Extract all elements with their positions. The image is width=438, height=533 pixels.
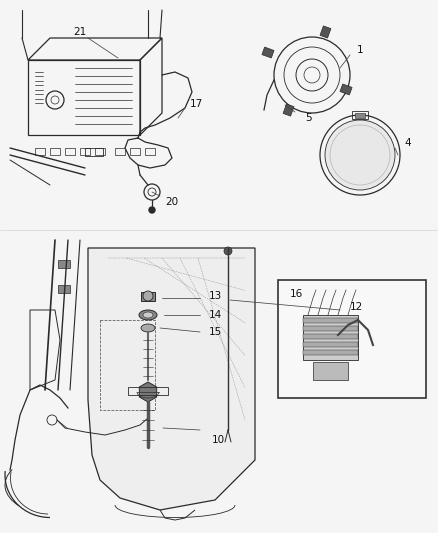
Text: 5: 5 <box>305 113 311 123</box>
Bar <box>303 326 358 331</box>
Bar <box>58 285 70 293</box>
Bar <box>278 280 426 398</box>
Bar <box>95 148 105 155</box>
Text: 20: 20 <box>166 197 179 207</box>
Bar <box>145 148 155 155</box>
Text: 14: 14 <box>208 310 222 320</box>
Bar <box>303 315 358 360</box>
Bar <box>313 362 348 380</box>
Bar <box>65 148 75 155</box>
Bar <box>340 84 352 95</box>
Bar <box>35 148 45 155</box>
Text: 10: 10 <box>212 435 225 445</box>
Bar <box>130 148 140 155</box>
Text: 12: 12 <box>350 302 363 312</box>
Text: 21: 21 <box>74 27 87 37</box>
Circle shape <box>325 120 395 190</box>
Ellipse shape <box>141 324 155 332</box>
Bar <box>50 148 60 155</box>
Bar <box>320 26 331 38</box>
Bar <box>58 260 70 268</box>
Bar <box>355 113 365 118</box>
Ellipse shape <box>143 312 153 318</box>
Circle shape <box>149 207 155 213</box>
Bar <box>141 292 155 301</box>
Bar <box>283 104 294 116</box>
Text: 17: 17 <box>189 99 203 109</box>
Bar <box>100 320 155 410</box>
Text: 1: 1 <box>357 45 363 55</box>
Polygon shape <box>88 248 255 510</box>
Bar <box>303 334 358 339</box>
Text: 4: 4 <box>405 138 411 148</box>
Text: 13: 13 <box>208 291 222 301</box>
Circle shape <box>224 247 232 255</box>
Bar <box>80 148 90 155</box>
Bar <box>262 47 274 58</box>
Text: 15: 15 <box>208 327 222 337</box>
Polygon shape <box>139 382 157 402</box>
Bar <box>303 350 358 355</box>
Text: 16: 16 <box>290 289 303 299</box>
Bar <box>303 318 358 323</box>
Bar <box>352 111 368 119</box>
Ellipse shape <box>139 310 157 320</box>
Bar <box>115 148 125 155</box>
Bar <box>303 342 358 347</box>
Bar <box>85 148 103 156</box>
Circle shape <box>143 291 153 301</box>
Bar <box>128 387 168 395</box>
